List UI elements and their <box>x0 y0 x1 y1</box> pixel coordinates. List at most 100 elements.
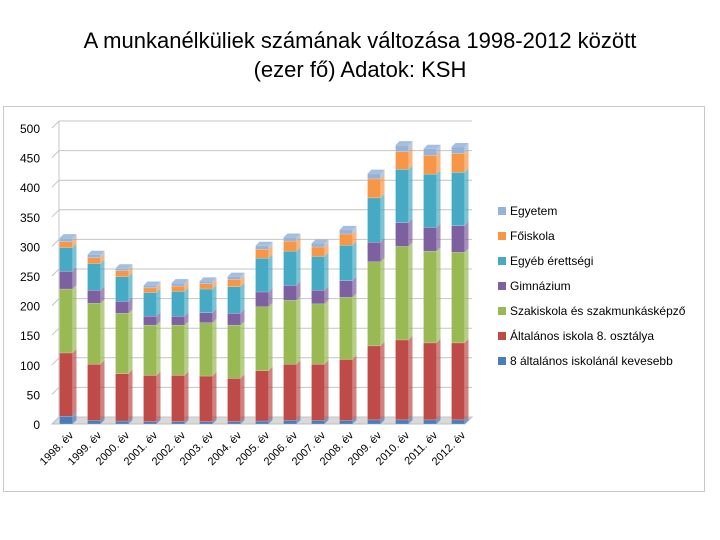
bar-segment <box>451 252 465 344</box>
bar-segment-side <box>184 321 189 376</box>
bar-top <box>227 272 245 277</box>
bar-segment-side <box>212 372 217 422</box>
bar-segment-side <box>268 302 273 371</box>
bar-segment-side <box>128 417 133 424</box>
chart-frame: 0 50 100 150 200 250 300 350 400 450 500 1998. év 19… <box>3 106 705 492</box>
bar-segment <box>227 313 241 326</box>
bar-segment <box>423 154 437 175</box>
bar-top <box>451 142 469 147</box>
gridline-side <box>51 357 60 366</box>
legend-label: Egyetem <box>510 204 557 218</box>
bar-segment-side <box>212 308 217 323</box>
bar-segment <box>311 303 325 365</box>
bar-segment-side <box>156 283 161 293</box>
bar-segment-side <box>324 360 329 421</box>
bar-segment-side <box>352 225 357 234</box>
bar-segment-side <box>408 218 413 247</box>
title-line-2: (ezer fő) Adatok: KSH <box>253 57 467 82</box>
y-tick-label: 450 <box>20 152 40 166</box>
bar-segment <box>171 316 185 326</box>
bar-segment-side <box>324 299 329 365</box>
chart-title: A munkanélküliek számának változása 1998… <box>0 26 720 84</box>
bar-segment-side <box>408 415 413 424</box>
bar-segment <box>395 144 409 152</box>
bar-top <box>367 169 385 174</box>
bar-segment-side <box>268 241 273 250</box>
bar-segment-side <box>156 288 161 317</box>
bar-segment <box>255 257 269 293</box>
bar-segment <box>59 247 73 272</box>
bar-segment <box>227 421 241 425</box>
bar-segment-side <box>380 415 385 424</box>
bar-segment <box>339 229 353 235</box>
bar-segment <box>311 420 325 425</box>
bar-segment <box>171 421 185 425</box>
bar-segment-side <box>212 277 217 284</box>
bar-segment-side <box>268 287 273 307</box>
bar-segment-side <box>464 415 469 424</box>
gridline-side <box>51 416 60 425</box>
bar-segment <box>227 286 241 314</box>
bar-segment <box>171 291 185 317</box>
bar-segment <box>59 271 73 290</box>
legend-swatch <box>498 232 506 240</box>
bar-segment-side <box>464 142 469 154</box>
bar-segment-side <box>464 248 469 343</box>
bar-segment-side <box>436 415 441 424</box>
bar-segment <box>367 345 381 421</box>
bar-segment <box>283 363 297 421</box>
bar-segment <box>255 245 269 250</box>
bar-segment <box>283 300 297 365</box>
gridline-side <box>51 209 60 218</box>
bar-segment <box>143 421 157 425</box>
bar-segment-side <box>352 293 357 360</box>
y-tick-label: 250 <box>20 270 40 284</box>
bar-segment <box>227 276 241 280</box>
bar-segment <box>59 352 73 417</box>
legend-swatch <box>498 332 506 340</box>
bar-segment-side <box>72 412 77 424</box>
bar-segment-side <box>128 272 133 302</box>
gridline-side <box>51 298 60 306</box>
bar-segment <box>87 254 101 258</box>
bar-segment <box>115 270 129 277</box>
bar-segment <box>367 173 381 180</box>
bar-segment <box>87 302 101 365</box>
bar-segment <box>255 370 269 422</box>
bar-segment <box>171 282 185 287</box>
bar-segment-side <box>240 272 245 280</box>
bar-segment-side <box>436 338 441 420</box>
bar-segment-side <box>268 254 273 292</box>
bar-segment-side <box>72 348 77 417</box>
bar-segment-side <box>408 335 413 420</box>
bar-segment-side <box>408 165 413 223</box>
bar-segment-side <box>100 360 105 421</box>
bar-segment-side <box>184 287 189 317</box>
bar-segment <box>395 419 409 425</box>
title-line-1: A munkanélküliek számának változása 1998… <box>83 28 637 53</box>
bar-segment-side <box>128 264 133 271</box>
bar-segment-side <box>408 141 413 152</box>
bar-segment <box>227 324 241 379</box>
bar-segment-side <box>464 149 469 173</box>
legend-label: 8 általános iskolánál kevesebb <box>510 354 673 368</box>
bar-segment-side <box>464 168 469 226</box>
legend-swatch <box>498 357 506 365</box>
bar-segment <box>143 285 157 289</box>
bar-segment <box>115 268 129 271</box>
gridline-side <box>51 150 60 158</box>
bar-segment <box>423 419 437 425</box>
bar-segment <box>87 363 101 421</box>
y-tick-label: 50 <box>27 388 41 402</box>
bar-segment <box>423 342 437 421</box>
bar-segment-side <box>380 341 385 420</box>
bar-segment-side <box>100 250 105 258</box>
bar-segment-side <box>184 371 189 422</box>
bar-top <box>395 141 413 146</box>
bar-segment-side <box>436 223 441 252</box>
y-tick-label: 100 <box>20 359 40 373</box>
y-tick-label: 0 <box>33 418 40 432</box>
gridline-side <box>51 239 60 247</box>
gridline-side <box>51 179 60 188</box>
y-tick-label: 500 <box>20 122 40 136</box>
